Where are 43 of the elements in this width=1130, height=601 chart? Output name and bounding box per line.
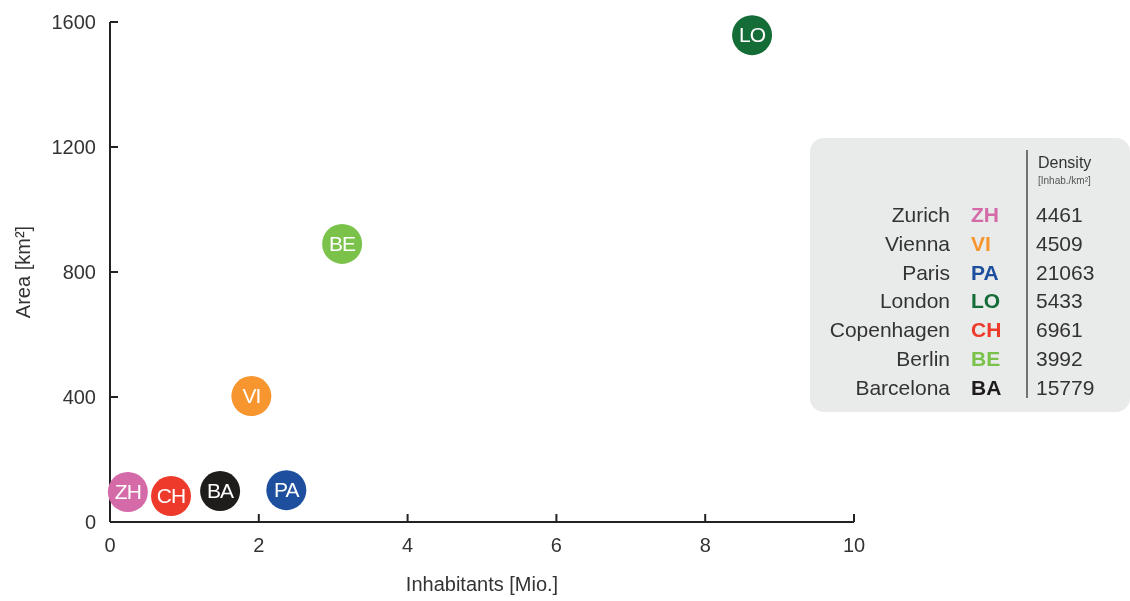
category-label: Barcelona [855, 375, 951, 399]
category-label: London [879, 289, 950, 313]
data-label: 15779 [1036, 375, 1095, 399]
data-label: 4461 [1036, 203, 1083, 226]
series-label: PA [274, 478, 300, 502]
x-tick-label: 10 [842, 534, 866, 556]
x-tick-label: 2 [253, 534, 265, 556]
data-label: 3992 [1036, 347, 1083, 370]
text: BE [971, 347, 1001, 370]
text: CH [971, 318, 1002, 342]
data-label: 5433 [1036, 289, 1083, 313]
category-label: Paris [902, 260, 950, 284]
x-axis-title: Inhabitants [Mio.] [405, 573, 559, 595]
x-tick-label: 8 [699, 534, 711, 556]
text: VI [971, 231, 991, 255]
series-label: BA [207, 479, 235, 503]
category-label: Berlin [896, 347, 950, 370]
x-tick-label: 0 [104, 534, 116, 556]
y-tick-label: 1200 [51, 136, 96, 158]
x-tick-label: 4 [402, 534, 414, 556]
series-label: LO [739, 23, 766, 47]
data-label: 4509 [1036, 231, 1083, 255]
data-label: 21063 [1036, 260, 1095, 284]
y-tick-label: 0 [84, 511, 96, 533]
series-label: ZH [114, 480, 141, 503]
text: LO [971, 289, 1001, 313]
series-label: BE [329, 231, 357, 255]
y-axis-title: Area [km²] [12, 225, 34, 319]
text: Density [1038, 154, 1092, 171]
series-label: VI [242, 384, 261, 408]
y-tick-label: 800 [62, 261, 96, 283]
category-label: Zurich [891, 203, 950, 226]
text: [Inhab./km²] [1038, 175, 1092, 186]
x-tick-label: 6 [550, 534, 562, 556]
y-tick-label: 400 [62, 386, 96, 408]
text: ZH [971, 203, 999, 226]
category-label: Copenhagen [829, 318, 950, 342]
data-label: 6961 [1036, 318, 1083, 342]
text: PA [971, 260, 999, 284]
category-label: Vienna [884, 231, 951, 255]
y-tick-label: 1600 [51, 11, 96, 33]
text: BA [971, 375, 1002, 399]
series-label: CH [156, 484, 186, 508]
